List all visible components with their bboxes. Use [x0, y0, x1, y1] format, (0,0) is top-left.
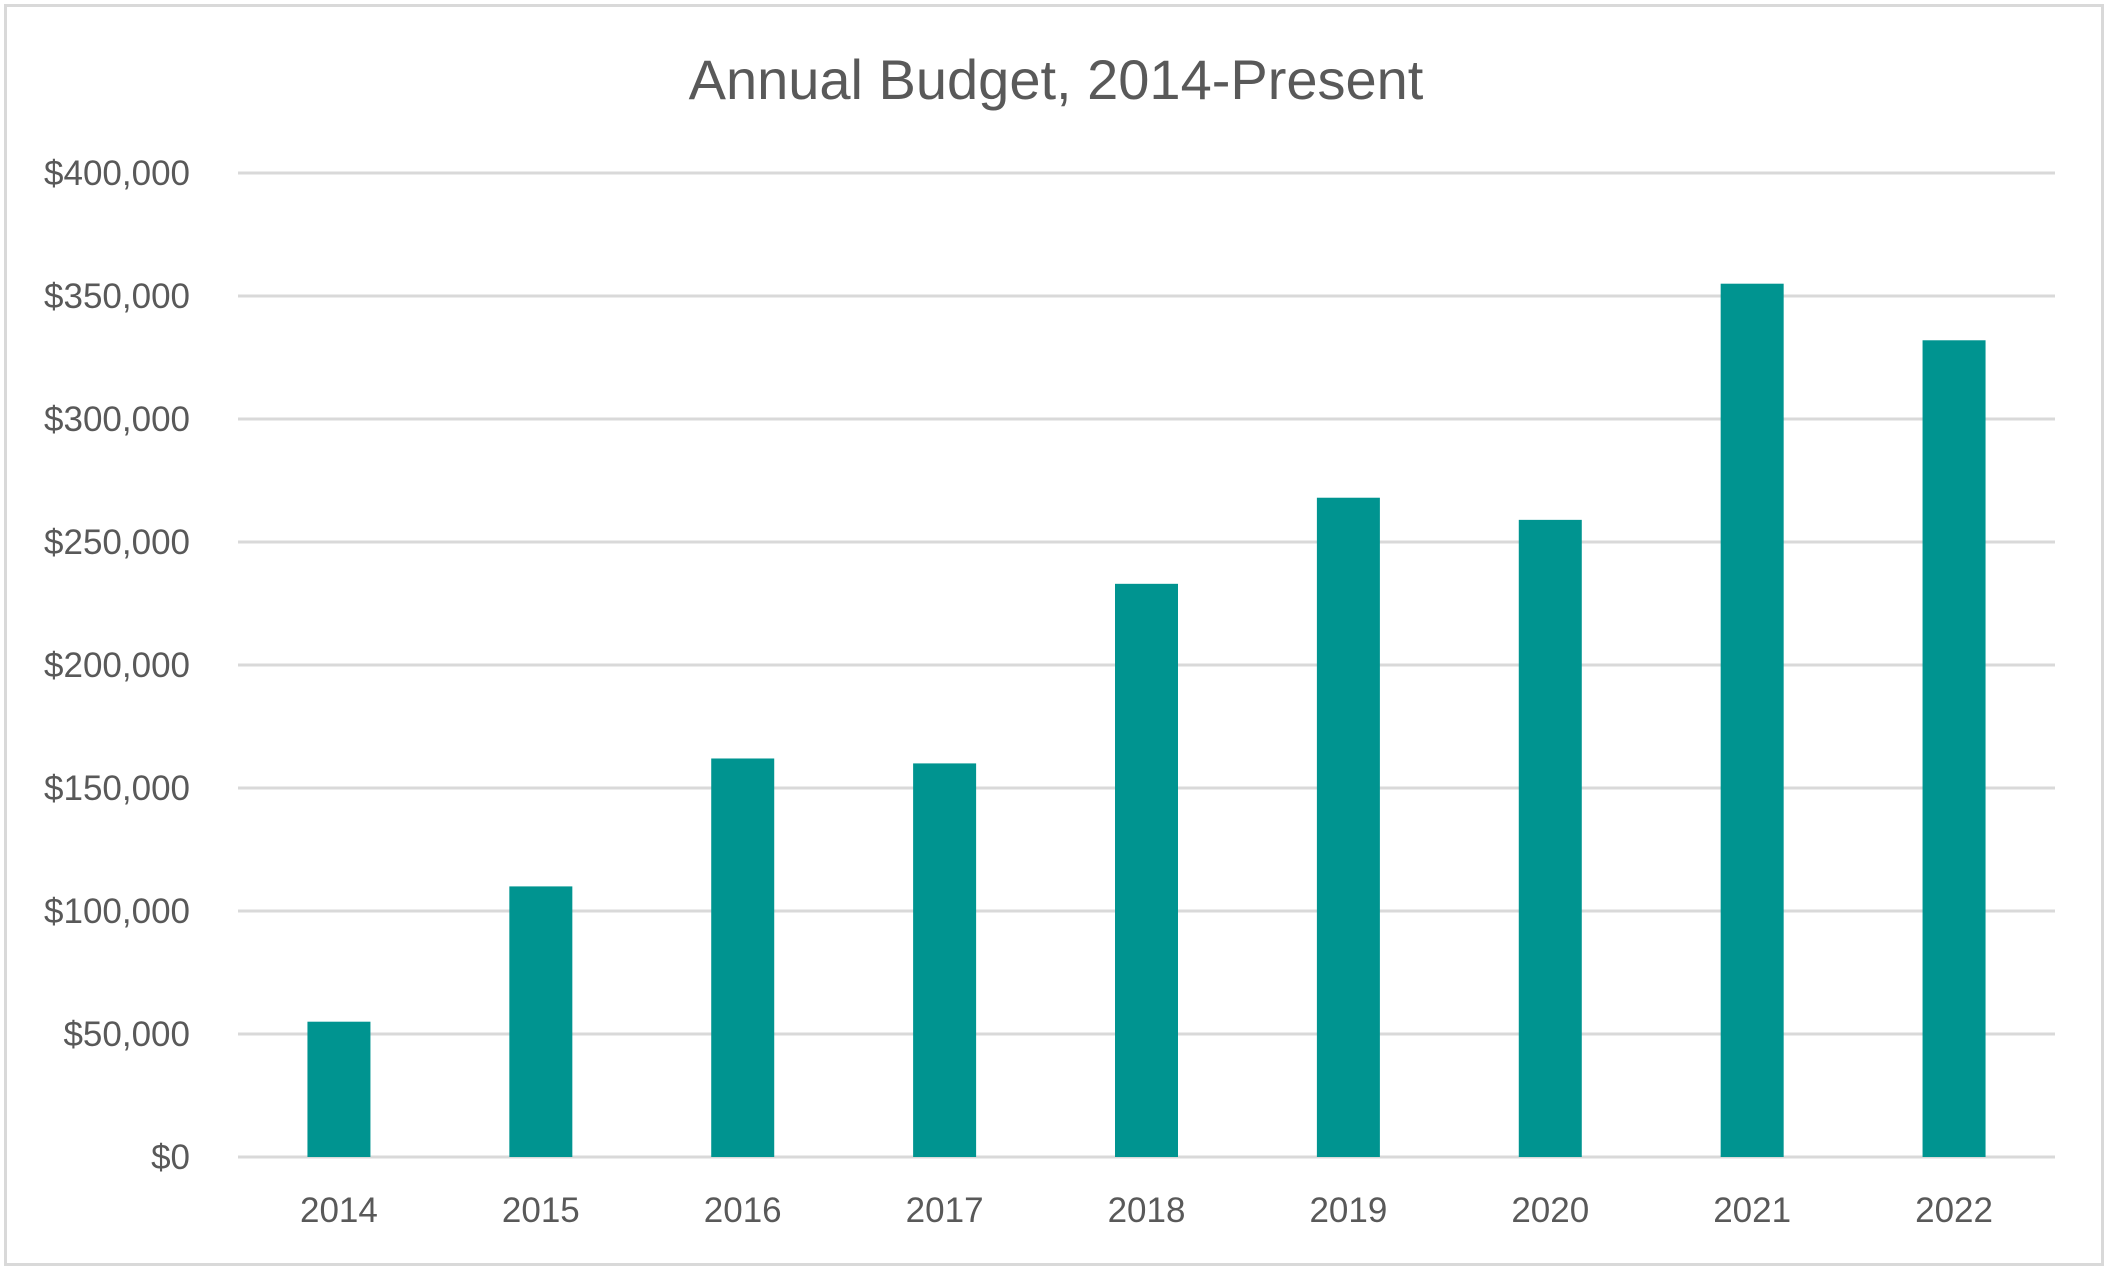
bar-2018: [1115, 583, 1178, 1157]
bar-2021: [1720, 283, 1784, 1157]
x-tick-label: 2021: [1713, 1191, 1791, 1230]
y-tick-label: $250,000: [44, 523, 190, 562]
x-tick-label: 2019: [1309, 1191, 1387, 1230]
y-tick-label: $200,000: [44, 646, 190, 685]
x-tick-label: 2022: [1915, 1191, 1993, 1230]
bar-2015: [509, 886, 573, 1157]
x-tick-label: 2015: [502, 1191, 580, 1230]
y-tick-label: $350,000: [44, 277, 190, 316]
x-axis-tick-labels: 2014 2015 2016 2017 2018 2019 2020 2021 2022: [300, 1191, 1993, 1230]
x-tick-label: 2014: [300, 1191, 378, 1230]
chart-title: Annual Budget, 2014-Present: [689, 48, 1424, 111]
x-tick-label: 2020: [1511, 1191, 1589, 1230]
y-tick-label: $100,000: [44, 892, 190, 931]
bar-series: [307, 283, 1986, 1158]
x-tick-label: 2017: [906, 1191, 984, 1230]
bar-2014: [307, 1021, 371, 1157]
bar-2022: [1922, 340, 1986, 1157]
x-tick-label: 2016: [704, 1191, 782, 1230]
y-tick-label: $50,000: [63, 1015, 190, 1054]
bar-2016: [711, 758, 775, 1157]
y-tick-label: $400,000: [44, 154, 190, 193]
x-tick-label: 2018: [1108, 1191, 1186, 1230]
bar-2020: [1518, 519, 1582, 1157]
y-tick-label: $0: [151, 1138, 190, 1177]
bar-2019: [1316, 497, 1380, 1158]
y-tick-label: $300,000: [44, 400, 190, 439]
bar-2017: [913, 763, 977, 1157]
y-tick-label: $150,000: [44, 769, 190, 808]
y-axis-tick-labels: $0 $50,000 $100,000 $150,000 $200,000 $250,00…: [44, 154, 190, 1177]
